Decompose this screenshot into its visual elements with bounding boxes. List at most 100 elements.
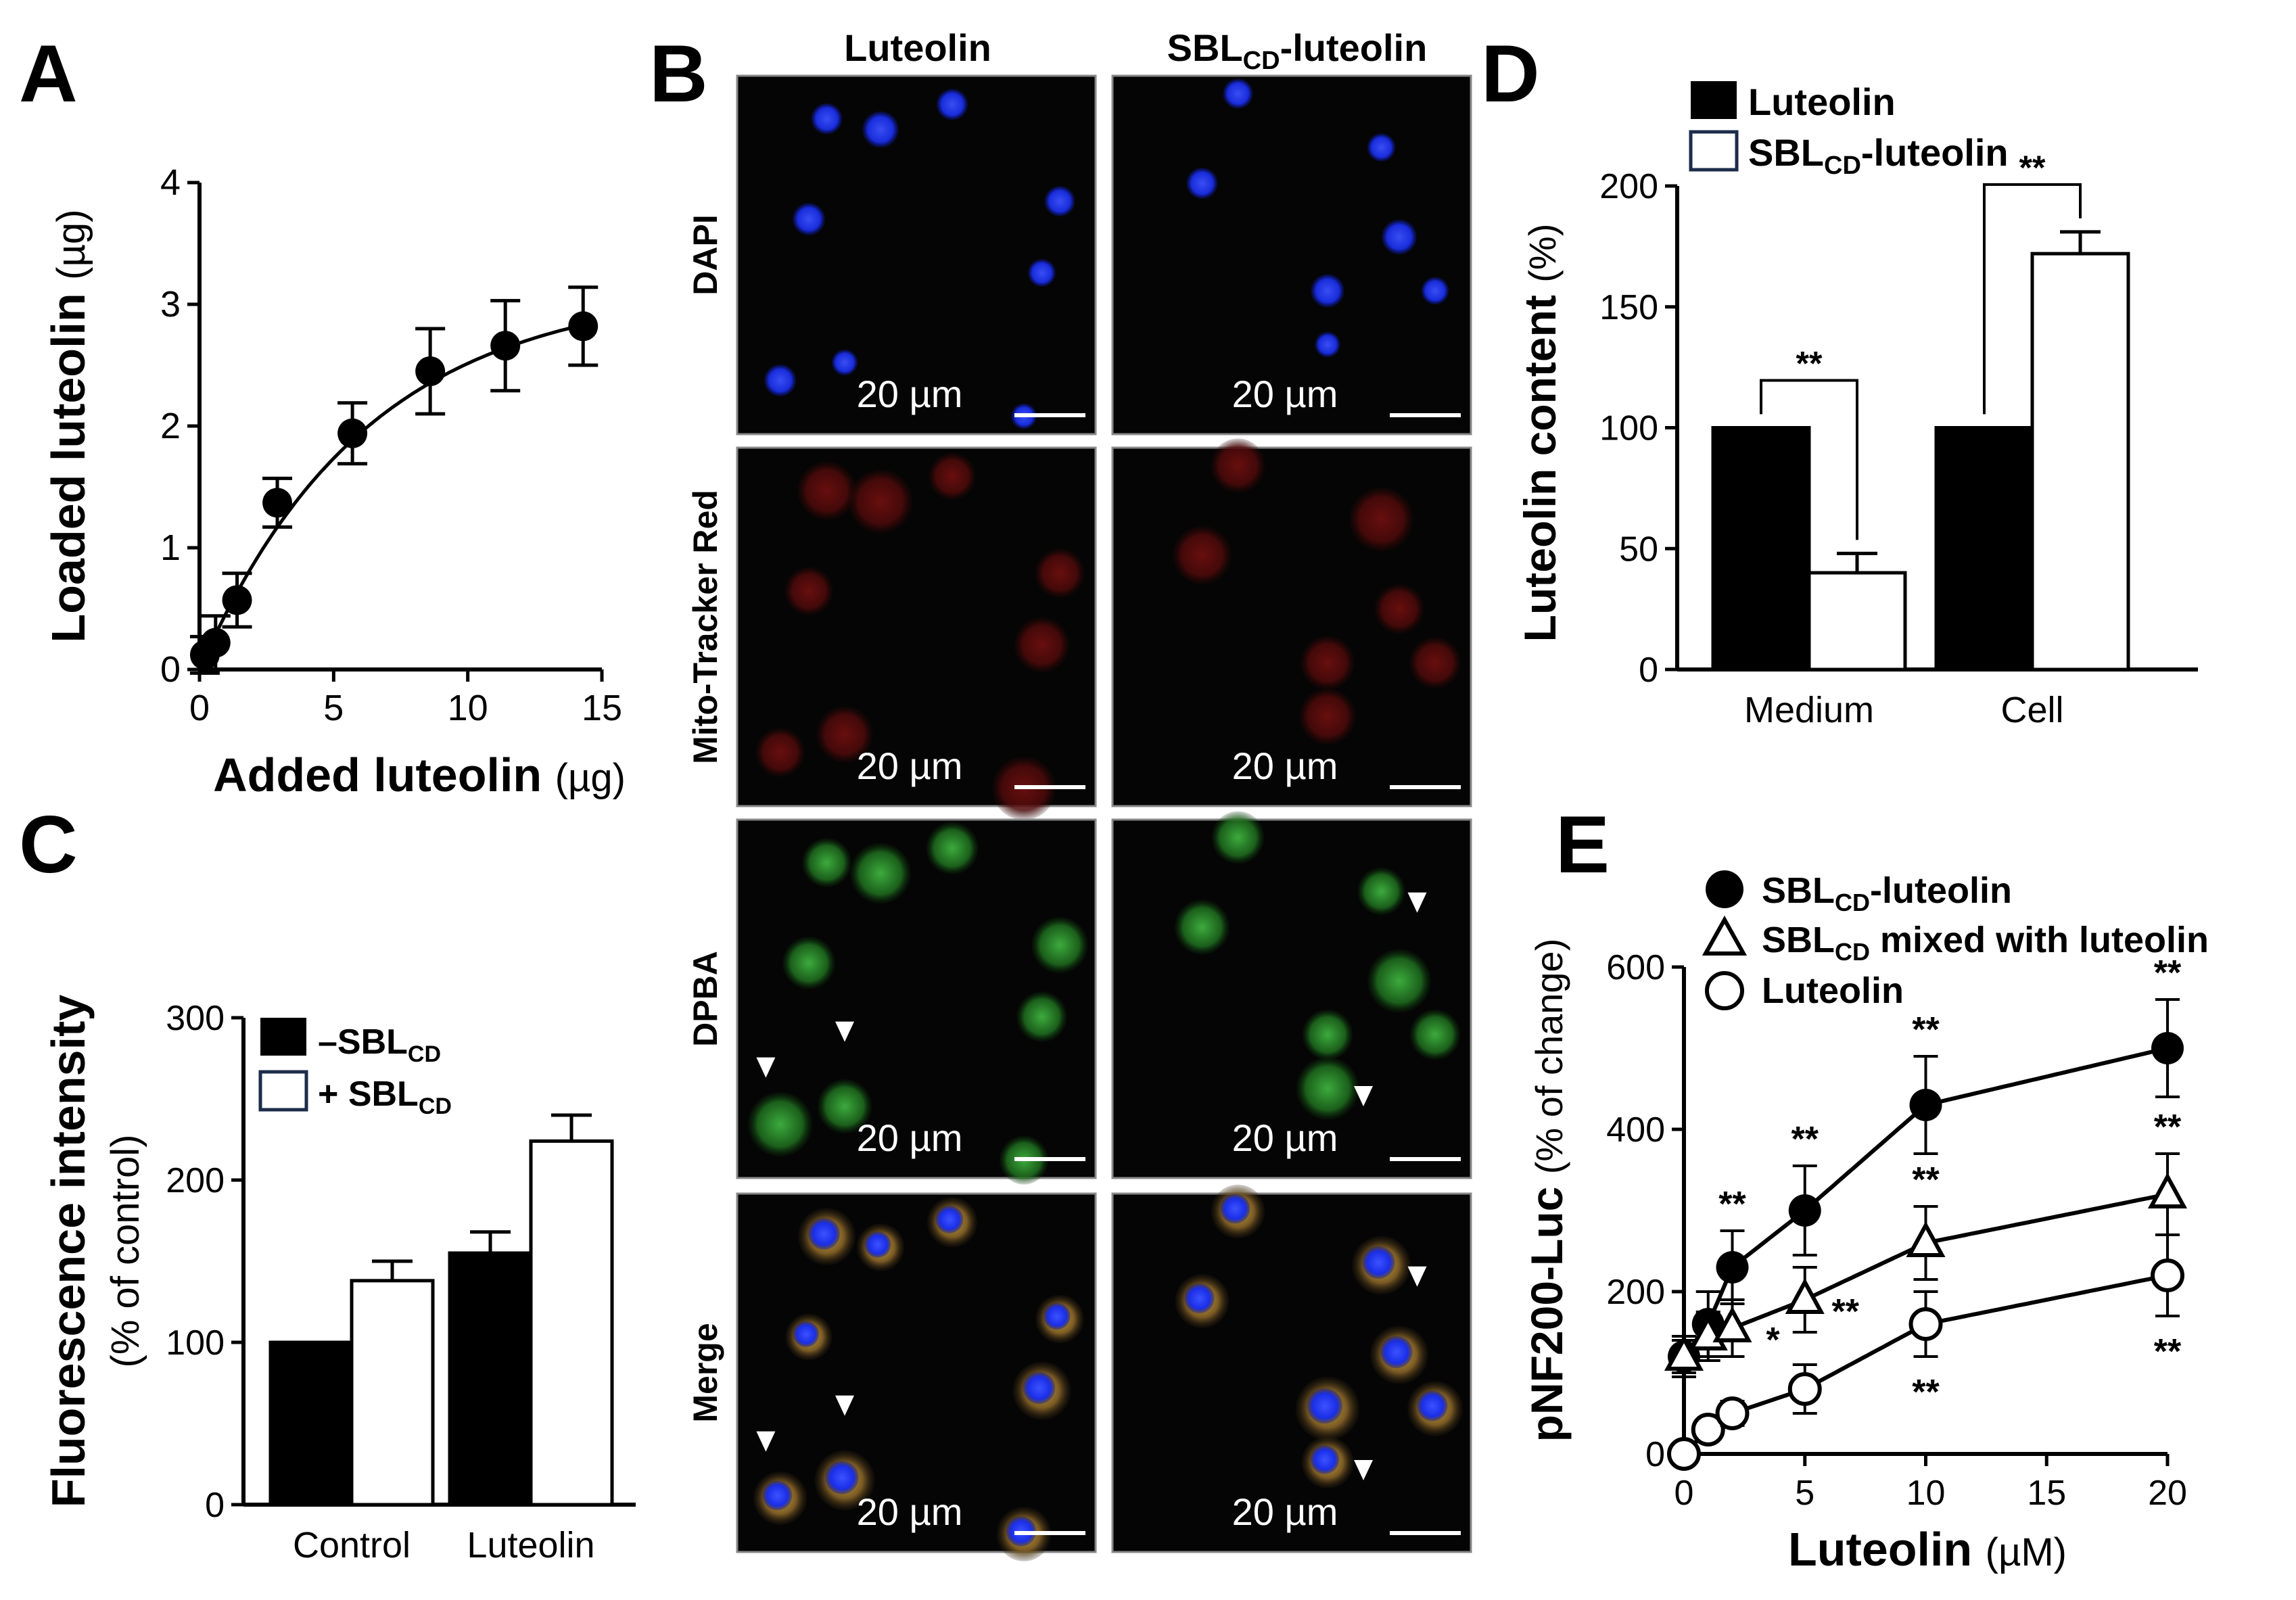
y-tick-label: 200 — [1606, 1273, 1665, 1312]
x-tick-label: 15 — [582, 688, 622, 728]
row-label: DPBA — [686, 951, 724, 1047]
data-point — [2151, 1258, 2184, 1292]
micrograph-background — [1111, 74, 1472, 436]
bar — [2030, 252, 2130, 672]
cell-blob — [850, 843, 911, 904]
x-tick-label: 0 — [189, 688, 210, 728]
cell-blob — [811, 103, 843, 135]
data-point — [2151, 1032, 2184, 1064]
micrograph-panel: 20 µm — [1111, 74, 1472, 436]
significance-label: ** — [1791, 1120, 1819, 1159]
nucleus-blob — [1184, 1283, 1215, 1314]
legend-label-luteolin: Luteolin — [1762, 970, 1904, 1011]
nucleus-blob — [864, 1231, 891, 1258]
microscopy-row-dapi: DAPI 20 µm 20 µm — [686, 74, 1472, 436]
significance-label: * — [1766, 1321, 1780, 1360]
nucleus-blob — [1044, 1302, 1071, 1330]
bar — [1807, 571, 1907, 672]
micrograph-background — [1111, 1192, 1472, 1553]
y-tick-label: 4 — [160, 162, 181, 203]
cell-blob — [784, 567, 833, 615]
panel-d-bar-chart: 0 50 100 150 200 Medium Cell ** ** Luteolin con… — [1515, 80, 2198, 730]
nucleus-blob — [1380, 1336, 1413, 1369]
panel-e-ylabel: pNF200-Luc (% of change) — [1522, 939, 1572, 1442]
bar — [268, 1340, 354, 1507]
x-tick-label: 0 — [1674, 1474, 1694, 1513]
legend-swatch-filled — [1691, 81, 1737, 119]
data-point — [262, 488, 293, 518]
cell-blob — [1016, 991, 1067, 1042]
legend-label-sbl-luteolin: SBLCD-luteolin — [1762, 870, 2012, 916]
legend-marker-open-triangle — [1702, 915, 1748, 956]
row-label: Merge — [686, 1323, 724, 1422]
cell-blob — [926, 822, 979, 875]
scale-bar-label: 20 µm — [857, 745, 963, 787]
scale-bar-label: 20 µm — [857, 1116, 963, 1159]
data-point — [222, 585, 252, 615]
microscopy-row-merge: Merge 20 µm 20 µm — [686, 1184, 1472, 1561]
data-point — [490, 331, 521, 361]
nucleus-blob — [1023, 1371, 1056, 1405]
y-tick-label: 100 — [1599, 409, 1658, 448]
cell-blob — [1035, 548, 1085, 598]
panel-a-xlabel-main: Added luteolin — [213, 749, 542, 801]
panel-e-xlabel: Luteolin (µM) — [1788, 1523, 2067, 1576]
data-point — [1908, 1307, 1943, 1341]
microscopy-row-mito-tracker-red: Mito-Tracker Red 20 µm 20 µm — [686, 438, 1472, 820]
y-tick-label: 300 — [166, 999, 225, 1038]
significance-bracket — [1983, 183, 2082, 415]
y-tick-label: 50 — [1619, 530, 1658, 569]
panel-e-ticks: 0 200 400 600 0 5 10 15 20 — [1606, 948, 2187, 1513]
panel-letter-a: A — [19, 28, 78, 119]
microscopy-row-dpba: DPBA 20 µm 20 µm — [686, 811, 1472, 1185]
data-point — [2147, 1172, 2188, 1208]
bar — [529, 1139, 614, 1507]
cell-blob — [1409, 1009, 1461, 1060]
panel-c-legend: –SBLCD + SBLCD — [258, 1018, 452, 1119]
micrograph-panel: 20 µm — [1111, 438, 1472, 807]
significance-label: ** — [1718, 1185, 1746, 1224]
arrowhead-marker — [756, 1431, 776, 1452]
bar — [350, 1279, 435, 1507]
panel-a-ylabel: Loaded luteolin (µg) — [42, 210, 95, 643]
y-tick-label: 0 — [160, 649, 181, 690]
micrograph-panel: 20 µm — [736, 818, 1097, 1185]
cell-blob — [802, 838, 851, 887]
cell-blob — [848, 469, 913, 534]
panel-a-ticks: 0 1 2 3 4 0 5 10 15 — [160, 162, 622, 728]
data-point — [200, 628, 231, 658]
cell-blob — [1031, 916, 1088, 974]
scale-bar-label: 20 µm — [857, 373, 963, 415]
panel-letter-c: C — [19, 799, 78, 890]
legend-marker-open-circle — [1705, 971, 1744, 1010]
panel-c-bar-chart: 0 100 200 300 Control Luteolin Fluorescence … — [42, 995, 636, 1566]
bar — [448, 1251, 533, 1507]
arrowhead-marker — [1407, 892, 1427, 913]
panel-d-marks: Medium Cell ** ** — [1711, 149, 2130, 730]
column-header-luteolin: Luteolin — [844, 26, 991, 69]
significance-label: ** — [2154, 954, 2182, 993]
cell-blob — [755, 728, 805, 777]
x-tick-label: 5 — [1795, 1474, 1814, 1513]
x-tick-label: 15 — [2027, 1474, 2066, 1513]
arrowhead-marker — [835, 1021, 854, 1042]
cell-blob — [1374, 584, 1424, 634]
bar — [1934, 426, 2034, 672]
panel-c-ticks: 0 100 200 300 — [166, 999, 243, 1525]
category-label: Control — [293, 1525, 411, 1566]
data-point — [1787, 1372, 1822, 1406]
significance-label: ** — [1796, 345, 1823, 383]
legend-label-minus-sbl: –SBLCD — [318, 1022, 441, 1067]
cell-blob — [936, 89, 968, 120]
cell-blob — [747, 1091, 813, 1157]
category-label: Luteolin — [467, 1525, 594, 1566]
panel-a-ylabel-main: Loaded luteolin — [42, 293, 95, 642]
y-tick-label: 3 — [160, 284, 181, 325]
nucleus-blob — [808, 1218, 840, 1250]
panel-a-axes — [197, 183, 602, 672]
cell-blob — [793, 203, 825, 235]
panel-letter-d: D — [1481, 28, 1540, 119]
arrowhead-marker — [756, 1057, 776, 1078]
panel-a-ylabel-unit: (µg) — [49, 210, 93, 280]
